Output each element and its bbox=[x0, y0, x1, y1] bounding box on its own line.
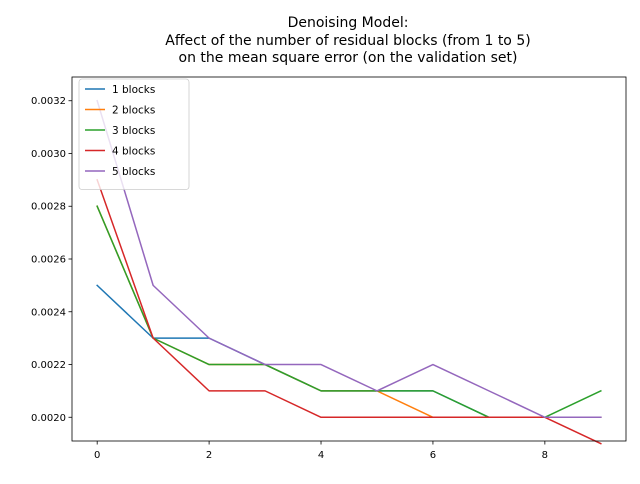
legend-box bbox=[78, 78, 190, 190]
y-tick-label: 0.0020 bbox=[31, 413, 66, 424]
y-tick-label: 0.0024 bbox=[31, 307, 66, 318]
series-line-4 bbox=[96, 178, 602, 445]
chart-title-line-3: on the mean square error (on the validat… bbox=[179, 50, 518, 66]
x-tick-label: 4 bbox=[318, 450, 324, 461]
y-tick-label: 0.0022 bbox=[31, 360, 66, 371]
x-tick-label: 2 bbox=[206, 450, 212, 461]
series-line-5 bbox=[96, 99, 602, 419]
chart-title-line-2: Affect of the number of residual blocks … bbox=[165, 33, 530, 49]
plot-area: 0 2 4 6 8 0.0020 0.0022 0.0024 0.0026 0.0028 0.003… bbox=[31, 76, 627, 461]
y-tick-label: 0.0032 bbox=[31, 96, 66, 107]
x-tick-label: 0 bbox=[94, 450, 100, 461]
legend-label-1: 1 blocks bbox=[112, 84, 155, 96]
y-tick-label: 0.0030 bbox=[31, 149, 66, 160]
y-tick-label: 0.0026 bbox=[31, 255, 66, 266]
legend-label-2: 2 blocks bbox=[112, 105, 155, 117]
legend-label-4: 4 blocks bbox=[112, 146, 155, 158]
y-tick-label: 0.0028 bbox=[31, 202, 66, 213]
legend: 1 blocks 2 blocks 3 blocks 4 blocks 5 blocks bbox=[78, 78, 190, 190]
x-tick-label: 8 bbox=[542, 450, 548, 461]
legend-label-5: 5 blocks bbox=[112, 166, 155, 178]
chart-title: Denoising Model: Affect of the number of… bbox=[165, 15, 530, 66]
chart-title-line-1: Denoising Model: bbox=[288, 15, 409, 31]
legend-label-3: 3 blocks bbox=[112, 125, 155, 137]
x-tick-label: 6 bbox=[430, 450, 436, 461]
